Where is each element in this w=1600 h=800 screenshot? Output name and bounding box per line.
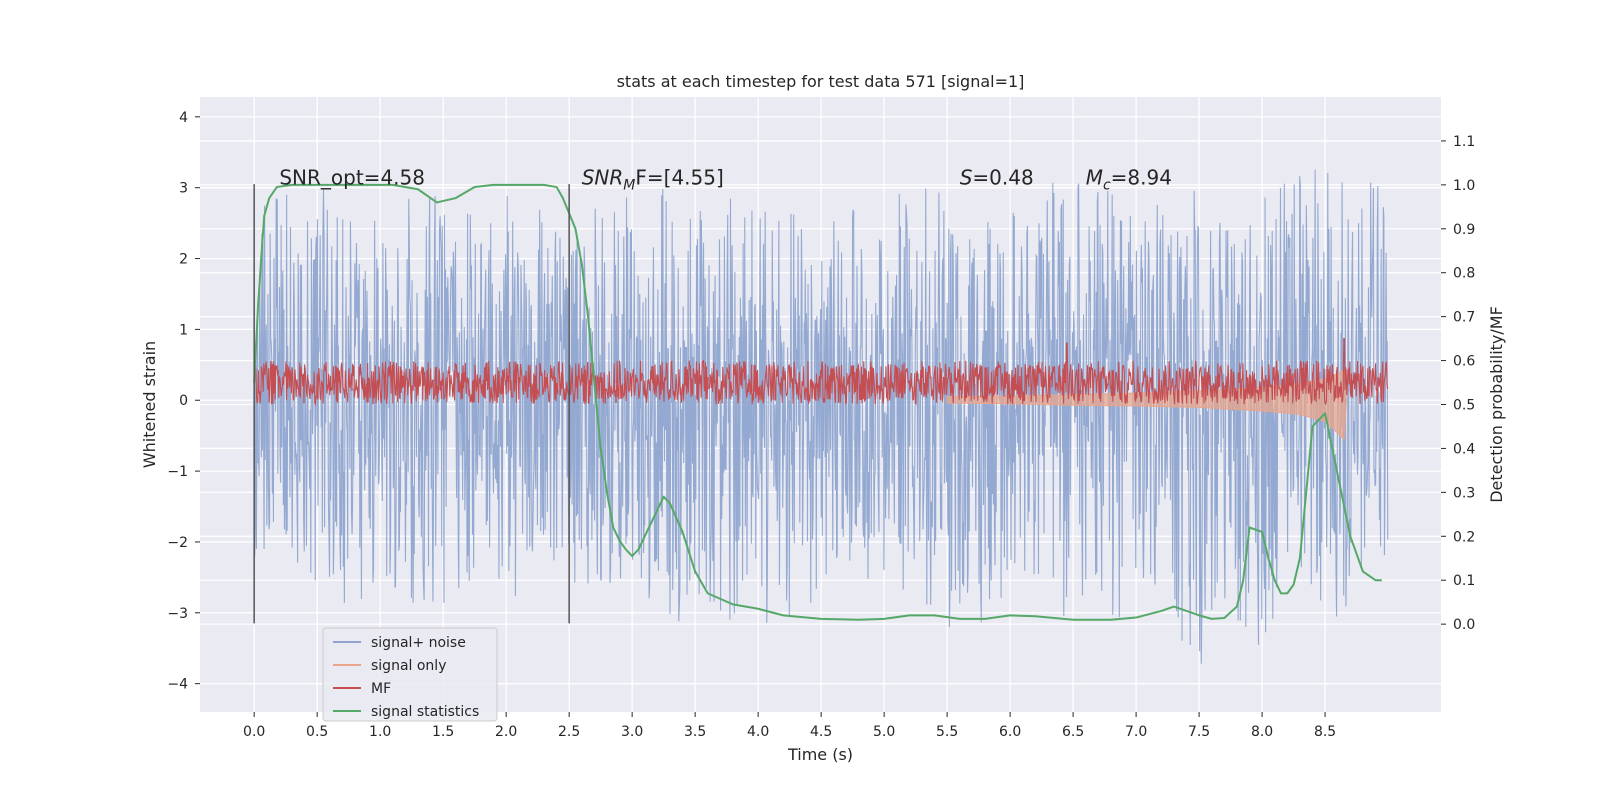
x-tick-label: 3.0 xyxy=(621,724,643,740)
series-mf-line xyxy=(253,338,1389,407)
y-right-tick-label: 0.8 xyxy=(1453,266,1475,282)
annotation-s: S=0.48 xyxy=(960,166,1034,190)
legend-label: signal+ noise xyxy=(371,635,466,651)
annotation-snr-opt: SNR_opt=4.58 xyxy=(279,166,425,190)
x-tick-label: 5.0 xyxy=(873,724,895,740)
annotation-snr-mf-sub: M xyxy=(623,178,635,194)
legend-label: signal statistics xyxy=(371,704,479,720)
x-tick-label: 2.5 xyxy=(558,724,580,740)
annotation-snr-mf: SNRMF=[4.55] xyxy=(582,166,724,194)
x-tick-label: 6.5 xyxy=(1062,724,1084,740)
y-right-tick-label: 0.3 xyxy=(1453,485,1475,501)
x-tick-label: 5.5 xyxy=(936,724,958,740)
y-tick-label: 0 xyxy=(179,393,188,409)
annotation-snr-mf-main: SNR xyxy=(582,166,624,190)
y-axis-label: Whitened strain xyxy=(140,341,159,468)
y-tick-label: 2 xyxy=(179,252,188,268)
x-tick-label: 1.0 xyxy=(369,724,391,740)
x-tick-label: 0.5 xyxy=(306,724,328,740)
y-tick-label: −2 xyxy=(167,535,188,551)
x-tick-label: 7.5 xyxy=(1188,724,1210,740)
x-tick-label: 0.0 xyxy=(243,724,265,740)
y-right-tick-label: 0.2 xyxy=(1453,529,1475,545)
annotation-s-rest: =0.48 xyxy=(972,166,1033,190)
annotation-mc-sub: c xyxy=(1103,178,1111,194)
y-tick-label: −1 xyxy=(167,464,188,480)
y-right-tick-label: 0.1 xyxy=(1453,573,1475,589)
y-right-tick-label: 0.0 xyxy=(1453,617,1475,633)
series-signal-statistics-line xyxy=(253,183,1382,621)
x-tick-label: 4.0 xyxy=(747,724,769,740)
x-tick-label: 8.5 xyxy=(1314,724,1336,740)
y-right-tick-label: 1.0 xyxy=(1453,178,1475,194)
y-tick-label: 3 xyxy=(179,181,188,197)
annotation-mc: Mc=8.94 xyxy=(1086,166,1172,194)
y-right-tick-label: 0.9 xyxy=(1453,222,1475,238)
annotation-s-main: S xyxy=(960,166,973,190)
x-tick-label: 3.5 xyxy=(684,724,706,740)
y-right-tick-label: 1.1 xyxy=(1453,134,1475,150)
y-right-tick-label: 0.6 xyxy=(1453,354,1475,370)
legend-box xyxy=(322,627,498,722)
annotation-layer: SNR_opt=4.58 SNRMF=[4.55] S=0.48 Mc=8.94 xyxy=(279,166,1172,194)
x-axis-label: Time (s) xyxy=(787,745,853,764)
y-tick-label: −4 xyxy=(167,677,188,693)
series-layer xyxy=(253,169,1389,664)
chart-title: stats at each timestep for test data 571… xyxy=(617,72,1025,91)
y-tick-label: 1 xyxy=(179,322,188,338)
annotation-snr-mf-rest: F=[4.55] xyxy=(635,166,723,190)
y-tick-label: 4 xyxy=(179,110,188,126)
annotation-mc-rest: =8.94 xyxy=(1111,166,1172,190)
legend-label: signal only xyxy=(371,658,446,674)
y-right-tick-label: 0.7 xyxy=(1453,310,1475,326)
y-tick-label: −3 xyxy=(167,606,188,622)
y-right-tick-label: 0.5 xyxy=(1453,398,1475,414)
x-tick-label: 7.0 xyxy=(1125,724,1147,740)
legend-label: MF xyxy=(371,681,391,697)
y-right-tick-label: 0.4 xyxy=(1453,441,1475,457)
y-axis-right-label: Detection probability/MF xyxy=(1487,306,1506,503)
x-tick-label: 2.0 xyxy=(495,724,517,740)
x-tick-label: 1.5 xyxy=(432,724,454,740)
series-signal-noise-line xyxy=(253,169,1389,664)
x-tick-label: 8.0 xyxy=(1251,724,1273,740)
x-tick-label: 6.0 xyxy=(999,724,1021,740)
legend: signal+ noise signal only MF signal statist… xyxy=(322,627,498,722)
axes-layer: 0.0 0.5 1.0 1.5 2.0 2.5 3.0 3.5 4.0 4.5 5.0 5.5 6.0 6… xyxy=(167,110,1475,740)
annotation-mc-main: M xyxy=(1086,166,1103,190)
x-tick-label: 4.5 xyxy=(810,724,832,740)
